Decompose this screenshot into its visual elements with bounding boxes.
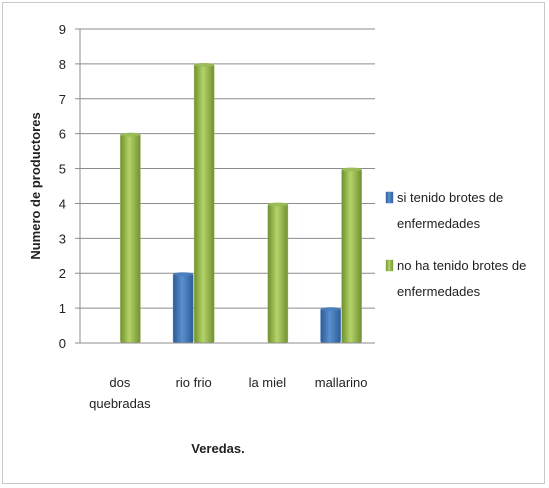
bars: [120, 62, 362, 344]
bar-no-ha-tenido-1: [193, 63, 215, 344]
bar-top-cap: [120, 132, 141, 137]
y-tick-label: 9: [59, 22, 66, 37]
x-category-label: dos quebradas: [89, 375, 151, 411]
bar-no-ha-tenido-3: [341, 168, 362, 344]
axes: [75, 29, 375, 344]
legend-label-line: si tenido brotes de: [397, 190, 503, 205]
y-axis-ticks: 0 1 2 3 4 5 6 7 8 9: [59, 22, 80, 351]
bar-top-cap: [320, 307, 341, 312]
bar-no-ha-tenido-0: [120, 133, 141, 344]
y-tick-label: 1: [59, 301, 66, 316]
y-tick-label: 2: [59, 266, 66, 281]
x-axis-title: Veredas.: [191, 441, 245, 456]
bar-top-cap: [341, 167, 362, 172]
bar-top-cap: [173, 272, 194, 277]
y-axis-title: Numero de productores: [28, 112, 43, 259]
legend-label-line: enfermedades: [397, 216, 481, 231]
y-tick-label: 0: [59, 336, 66, 351]
x-category-label: la miel: [249, 375, 287, 390]
x-category-label-line: rio frio: [176, 375, 212, 390]
legend-label-line: enfermedades: [397, 284, 481, 299]
x-axis-categories: dos quebradas rio frio la miel mallarino: [89, 375, 367, 411]
y-tick-label: 5: [59, 162, 66, 177]
y-tick-label: 6: [59, 127, 66, 142]
bar-si-tenido-3: [320, 307, 341, 344]
y-tick-label: 4: [59, 196, 66, 211]
bar-si-tenido-1: [172, 272, 194, 344]
x-category-label-line: quebradas: [89, 396, 151, 411]
x-category-label-line: mallarino: [315, 375, 368, 390]
x-category-label: mallarino: [315, 375, 368, 390]
legend-label: no ha tenido brotes de enfermedades: [397, 258, 526, 299]
x-category-label-line: la miel: [249, 375, 287, 390]
legend-label-line: no ha tenido brotes de: [397, 258, 526, 273]
y-tick-label: 8: [59, 57, 66, 72]
legend-marker: [385, 191, 394, 204]
legend-marker: [385, 259, 394, 272]
y-tick-label: 7: [59, 92, 66, 107]
bar-top-cap: [194, 62, 215, 67]
legend-label: si tenido brotes de enfermedades: [397, 190, 503, 231]
x-category-label: rio frio: [176, 375, 212, 390]
x-category-label-line: dos: [109, 375, 130, 390]
bar-top-cap: [267, 202, 288, 207]
y-tick-label: 3: [59, 231, 66, 246]
bar-no-ha-tenido-2: [267, 203, 289, 344]
